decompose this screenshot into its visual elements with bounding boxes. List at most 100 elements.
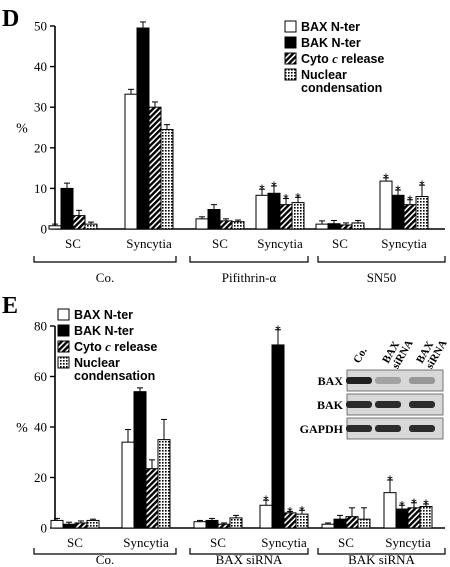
blot-row-label: GAPDH [300, 422, 344, 436]
blot-band [346, 425, 372, 432]
panel-d-y-tick-label: 0 [41, 222, 48, 237]
panel-e-significance-star: * [263, 492, 269, 508]
panel-d-legend-swatch [284, 52, 297, 65]
blot-row-label: BAX [318, 374, 344, 388]
blot-band [409, 377, 435, 384]
panel-d-bar [124, 93, 138, 230]
panel-d-y-tick-label: 40 [34, 59, 47, 74]
panel-d-bar [84, 223, 98, 230]
panel-e-bar [271, 344, 285, 529]
panel-e-legend-swatch [57, 324, 70, 337]
panel-d-group-bracket [189, 256, 309, 263]
panel-d-legend-label: BAK N-ter [301, 36, 361, 50]
panel-d-legend-label: Nuclear [301, 68, 347, 82]
panel-e: E 0 20 40 60 80% * * * * * * * * SC Syncytia SC Syncyt… [2, 293, 450, 567]
panel-e-bar [133, 391, 147, 529]
panel-e-bar [121, 441, 135, 529]
panel-e-legend-swatch [57, 340, 70, 353]
panel-d-bars: * * * * * * * * [48, 21, 429, 230]
panel-d-bar [195, 218, 209, 230]
panel-e-legend-label: condensation [74, 369, 155, 383]
panel-d-group-bracket [33, 256, 177, 263]
panel-e-group-bracket [317, 548, 446, 555]
panel-e-significance-star: * [399, 497, 405, 513]
panel-e-bar [86, 519, 100, 529]
panel-e-legend-swatch [57, 356, 70, 369]
panel-d-category-label: Syncytia [257, 236, 303, 251]
panel-e-bar [259, 504, 273, 529]
panel-d-bar [219, 220, 233, 230]
panel-letter-e: E [2, 293, 18, 319]
panel-e-significance-star: * [299, 502, 305, 518]
panel-d-y-tick-label: 50 [34, 19, 47, 34]
blot-column-label: BAXsiRNA [380, 332, 416, 371]
panel-e-significance-star: * [287, 504, 293, 520]
panel-d-significance-star: * [395, 182, 401, 198]
panel-d-legend-swatch [284, 36, 297, 49]
panel-d-group-label: Pifithrin-α [222, 270, 277, 285]
panel-e-legend-swatch [57, 308, 70, 321]
panel-d-bar [60, 187, 74, 230]
panel-d-category-label: Syncytia [126, 236, 172, 251]
panel-d-category-labels: SC Syncytia SC Syncytia SC Syncytia Co. Pifithr… [33, 236, 446, 285]
panel-e-bar [50, 519, 64, 529]
panel-d-bar [231, 221, 245, 230]
blot-band [375, 377, 401, 384]
panel-e-bar [145, 468, 159, 529]
panel-e-bar [407, 507, 421, 529]
panel-d-y-tick-label: 10 [34, 181, 47, 196]
panel-e-legend-label: BAX N-ter [74, 308, 133, 322]
panel-e-y-axis-label: % [16, 421, 28, 436]
panel-d-bar [315, 223, 329, 230]
panel-d-y-tick-label: 30 [34, 100, 47, 115]
panel-d-legend-label: condensation [301, 81, 382, 95]
blot-column-label: BAXsiRNA [414, 332, 450, 371]
panel-e-category-label: SC [210, 535, 226, 550]
panel-d-y-tick-label: 20 [34, 140, 47, 155]
panel-d-y-axis-label: % [16, 122, 28, 137]
panel-e-significance-star: * [423, 496, 429, 512]
panel-d-group-bracket [317, 256, 446, 263]
panel-d-bar [207, 209, 221, 230]
panel-e-bars: * * * * * * * * [50, 322, 433, 529]
panel-e-legend-label: BAK N-ter [74, 324, 134, 338]
panel-e-category-label: Syncytia [385, 535, 431, 550]
panel-e-group-label: Co. [96, 552, 114, 567]
panel-d-bar [72, 215, 86, 230]
panel-d-bar [160, 129, 174, 230]
panel-d-bar [267, 192, 281, 230]
panel-e-legend: BAX N-ter BAK N-ter Cyto c release Nuclearc… [57, 308, 157, 383]
panel-d-legend-label: Cyto c release [301, 52, 384, 66]
panel-d-bar [415, 196, 429, 230]
panel-e-y-tick-label: 0 [41, 521, 48, 536]
panel-e-bar [321, 523, 335, 529]
blot-band [346, 377, 372, 384]
panel-e-bar [193, 521, 207, 529]
panel-letter-d: D [2, 6, 19, 32]
panel-d-bar [391, 194, 405, 230]
panel-e-group-bracket [33, 548, 177, 555]
panel-d-bar [48, 225, 62, 230]
panel-d-bar [351, 222, 365, 230]
panel-d: D 0 10 20 30 40 50% * * * * * * * * SC Syncytia SC Sync… [2, 6, 446, 285]
panel-e-bar [345, 516, 359, 529]
blot-band [375, 401, 401, 408]
panel-d-bar [279, 204, 293, 230]
panel-d-significance-star: * [407, 192, 413, 208]
panel-e-significance-star: * [275, 322, 281, 338]
panel-e-axes: 0 20 40 60 80% [16, 319, 445, 536]
panel-d-bar [291, 202, 305, 230]
panel-e-category-label: Syncytia [123, 535, 169, 550]
panel-d-legend-label: BAX N-ter [301, 20, 360, 34]
panel-d-legend-swatch [284, 68, 297, 81]
panel-e-significance-star: * [411, 495, 417, 511]
panel-d-bar [136, 27, 150, 230]
panel-d-significance-star: * [259, 181, 265, 197]
panel-e-bar [229, 517, 243, 529]
panel-d-bar [403, 204, 417, 230]
panel-d-legend-swatch [284, 20, 297, 33]
panel-d-bar [339, 224, 353, 230]
panel-e-significance-star: * [387, 472, 393, 488]
panel-e-category-label: SC [338, 535, 354, 550]
